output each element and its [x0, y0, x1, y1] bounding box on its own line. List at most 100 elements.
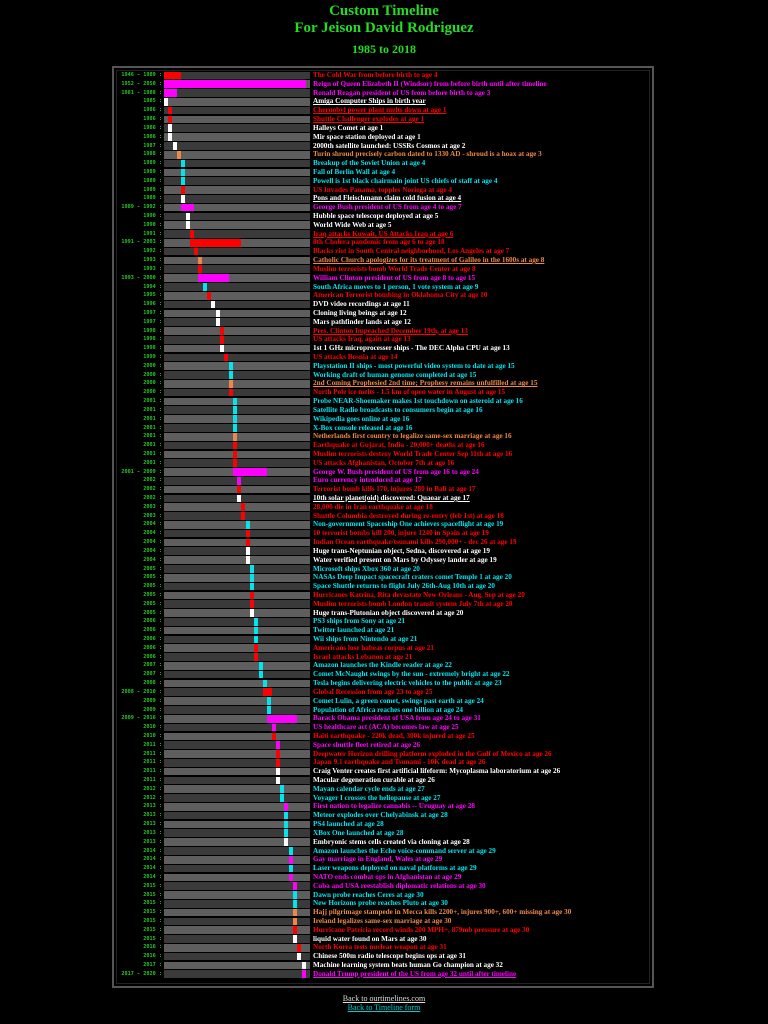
timeline-row: 1986 : Halleys Comet at age 1 [114, 124, 654, 133]
event-label: William Clinton president of US from age… [313, 273, 476, 282]
event-year: 1989 - 1992 : [121, 204, 162, 211]
event-track [164, 441, 310, 450]
event-bar [164, 80, 306, 88]
timeline-row: 2009 - 2016 : Barack Obama president of U… [114, 714, 654, 723]
event-bar [250, 600, 255, 608]
event-track [164, 168, 310, 177]
event-year: 2015 : [143, 926, 162, 933]
event-track [164, 159, 310, 168]
event-track [164, 961, 310, 970]
timeline-row: 2005 : Hurricanes Katrina, Rita devastate… [114, 591, 654, 600]
event-label: Amazon launches the Kindle reader at age… [313, 661, 452, 670]
event-link[interactable]: Iraq attacks Kuwait, US Attacks Iraq at … [313, 229, 454, 238]
event-label: Muslim terrorists bomb London transit sy… [313, 599, 513, 608]
event-year: 2005 : [143, 591, 162, 598]
event-year: 1998 : [143, 345, 162, 352]
timeline-row: 2013 : XBox One launched at age 28 [114, 829, 654, 838]
timeline-row: 2004 : Non-government Spaceship One achie… [114, 520, 654, 529]
event-track [164, 944, 310, 952]
event-track [164, 239, 310, 247]
event-link[interactable]: Pres. Clinton Impeached December 19th, a… [313, 326, 468, 335]
event-track [164, 609, 310, 617]
back-to-timeline-form-link[interactable]: Back to Timeline form [347, 1003, 421, 1012]
event-year: 2006 : [143, 653, 162, 660]
timeline-row: 1946 - 1989 : The Cold War from before bi… [114, 71, 654, 80]
event-bar [293, 899, 298, 908]
event-track [164, 847, 310, 855]
event-bar [232, 441, 237, 450]
event-label: Reign of Queen Elizabeth II (Windsor) fr… [313, 79, 547, 88]
timeline-row: 2007 : Amazon launches the Kindle reader … [114, 661, 654, 670]
timeline-row: 2003 : Shuttle Columbia destroyed during … [114, 512, 654, 521]
event-year: 2000 : [143, 389, 162, 396]
event-year: 2011 : [143, 768, 162, 775]
event-year: 1989 : [143, 160, 162, 167]
event-label: Japan 9.1 earthquake and Tsunami - 10K d… [313, 758, 486, 767]
event-label: Wii ships from Nintendo at age 21 [313, 635, 418, 643]
event-label: US attacks Bosnia at age 14 [313, 353, 398, 361]
event-bar [181, 203, 195, 212]
event-year: 1986 : [143, 116, 162, 123]
event-link[interactable]: Catholic Church apologizes for its treat… [313, 256, 545, 265]
event-label: World Wide Web at age 5 [313, 220, 392, 229]
event-link[interactable]: Amiga Computer Ships in birth year [313, 97, 426, 106]
event-track [164, 820, 310, 829]
event-track [164, 476, 310, 485]
event-bar [232, 424, 237, 432]
timeline-row: 1997 : Mars pathfinder lands at age 12 [114, 318, 654, 327]
timeline-row: 2013 : Meteor explodes over Chelyabinsk a… [114, 811, 654, 820]
timeline-row: 2011 : Space shuttle fleet retired at age… [114, 741, 654, 750]
event-link[interactable]: 2nd Coming Prophesied 2nd time; Prophesy… [313, 379, 538, 388]
timeline-row: 2011 : Deepwater Horizon drilling platfor… [114, 750, 654, 759]
timeline-row: 2006 : Twitter launched at age 21 [114, 626, 654, 635]
event-bar [207, 291, 212, 300]
event-year: 2008 - 2010 : [121, 688, 162, 695]
timeline-row: 2008 : Tesla begins delivering electric v… [114, 679, 654, 688]
event-label: South Africa moves to 1 person, 1 vote s… [313, 282, 479, 291]
event-track [164, 283, 310, 291]
event-year: 2006 : [143, 618, 162, 625]
event-link[interactable]: Chernobyl power plant melts down at age … [313, 106, 447, 115]
back-to-ourtimelines-link[interactable]: Back to ourtimelines.com [342, 994, 426, 1003]
timeline-row: 1988 : Turin shroud precisely carbon date… [114, 150, 654, 159]
event-year: 2015 : [143, 891, 162, 898]
event-year: 2014 : [143, 856, 162, 863]
timeline-row: 2017 : Machine learning system beats huma… [114, 961, 654, 970]
event-year: 1989 : [143, 195, 162, 202]
event-year: 1996 : [143, 301, 162, 308]
event-track [164, 318, 310, 326]
event-label: Embryonic stems cells created via clonin… [313, 837, 470, 846]
event-bar [245, 521, 250, 529]
event-bar [164, 71, 182, 80]
event-label: Deepwater Horizon drilling platform expl… [313, 749, 552, 758]
event-bar [245, 556, 250, 564]
timeline-row: 1989 : Powell is 1st black chairmain join… [114, 177, 654, 186]
event-year: 2000 : [143, 380, 162, 387]
event-track [164, 450, 310, 459]
event-label: DVD video recordings at age 11 [313, 300, 410, 309]
event-label: First nation to legalize cannabis -- Uru… [313, 802, 475, 811]
event-track [164, 635, 310, 644]
event-track [164, 908, 310, 917]
event-year: 1946 - 1989 : [121, 72, 162, 78]
timeline-row: 1993 : Catholic Church apologizes for its… [114, 256, 654, 265]
event-year: 1993 - 2000 : [121, 274, 162, 281]
timeline-row: 2016 : Chinese 500m radio telescope begin… [114, 952, 654, 961]
timeline-row: 2015 : Hajj pilgrimage stampede in Mecca … [114, 908, 654, 917]
event-bar [164, 98, 168, 106]
timeline-row: 2007 : Comet McNaught swings by the sun -… [114, 670, 654, 679]
event-bar [250, 582, 255, 591]
event-link[interactable]: Donald Trump president of the US from ag… [313, 969, 517, 978]
event-bar [254, 626, 259, 635]
event-link[interactable]: 10th solar planet(oid) discovered: Quaoa… [313, 494, 470, 502]
event-label: Powell is 1st black chairmain joint US c… [313, 176, 498, 185]
event-track [164, 265, 310, 274]
event-bar [228, 371, 233, 379]
event-track [164, 811, 310, 820]
event-track [164, 494, 310, 503]
timeline-row: 2011 : Craig Venter creates first artific… [114, 767, 654, 776]
event-year: 1990 : [143, 221, 162, 228]
event-link[interactable]: Shuttle Challenger explodes at age 1 [313, 115, 425, 124]
event-link[interactable]: Pons and Fleischmann claim cold fusion a… [313, 194, 462, 203]
timeline-row: 2006 : PS3 ships from Sony at age 21 [114, 617, 654, 626]
